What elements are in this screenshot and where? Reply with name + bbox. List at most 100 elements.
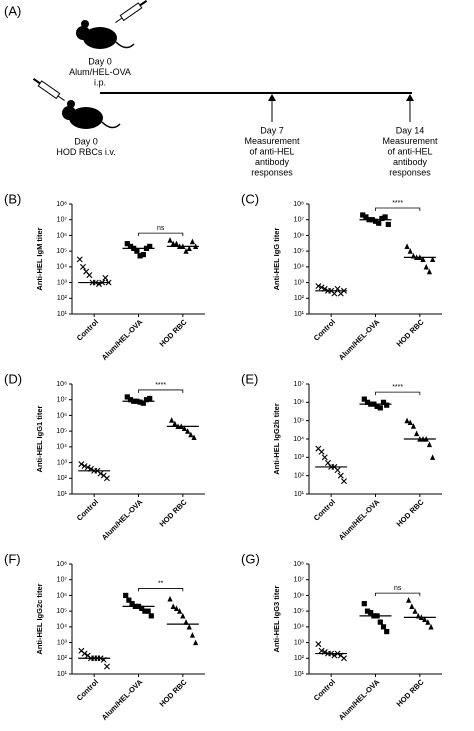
x-tick-label: Alum/HEL-OVA <box>337 677 382 722</box>
y-tick-label: 10⁸ <box>56 561 67 568</box>
x-tick-label: HOD RBC <box>158 317 190 349</box>
y-tick-label: 10³ <box>294 639 305 646</box>
significance-label: **** <box>155 382 166 389</box>
panel-label: (B) <box>4 191 21 206</box>
data-point <box>377 405 383 411</box>
caption-line: Day 7 <box>260 125 284 135</box>
significance-label: **** <box>392 384 403 391</box>
x-tick-label: HOD RBC <box>395 677 427 709</box>
y-tick-label: 10¹ <box>57 311 68 318</box>
data-point <box>376 220 382 226</box>
syringe-icon <box>115 0 148 23</box>
data-point <box>318 448 325 455</box>
caption-line: responses <box>251 167 293 177</box>
data-point <box>364 399 371 405</box>
y-tick-label: 10¹ <box>57 671 68 678</box>
data-point <box>78 461 85 468</box>
data-point <box>143 397 150 403</box>
data-point <box>177 608 183 614</box>
data-point <box>97 470 104 477</box>
significance-bracket <box>138 232 184 237</box>
data-point <box>340 478 347 485</box>
caption-line: i.p. <box>94 77 106 87</box>
y-tick-label: 10⁷ <box>57 217 68 224</box>
y-tick-label: 10³ <box>294 279 305 286</box>
data-point <box>142 608 148 614</box>
data-point <box>410 423 417 429</box>
x-tick-label: Control <box>312 317 337 342</box>
data-point <box>147 243 153 250</box>
data-point <box>428 623 434 630</box>
caption-line: Day 14 <box>396 125 425 135</box>
data-point <box>361 601 367 607</box>
y-tick-label: 10⁵ <box>293 248 304 255</box>
data-point <box>324 459 331 466</box>
data-point <box>137 399 143 405</box>
data-point <box>167 595 173 602</box>
data-point <box>189 238 196 245</box>
data-point <box>430 256 436 262</box>
data-point <box>334 467 341 474</box>
data-point <box>103 663 110 670</box>
panel-label: (F) <box>4 551 21 566</box>
data-point <box>127 397 134 403</box>
data-point <box>140 252 146 258</box>
y-axis-label: Anti-HEL IgG3 titer <box>272 585 281 652</box>
y-tick-label: 10⁶ <box>56 592 67 599</box>
data-point <box>189 632 196 638</box>
significance-bracket <box>375 391 421 396</box>
data-point <box>86 272 93 279</box>
y-tick-label: 10¹ <box>294 311 305 318</box>
data-point <box>404 243 410 250</box>
mouse-icon <box>62 100 121 129</box>
data-point <box>368 610 374 616</box>
x-tick-label: HOD RBC <box>395 317 427 349</box>
y-tick-label: 10⁶ <box>56 412 67 419</box>
y-tick-label: 10⁷ <box>294 381 305 388</box>
data-point <box>379 215 385 222</box>
data-point <box>372 218 379 224</box>
y-tick-label: 10⁴ <box>56 264 67 271</box>
data-point <box>377 619 383 625</box>
data-point <box>102 274 109 281</box>
data-point <box>361 396 367 402</box>
data-point <box>173 240 180 247</box>
data-point <box>173 605 180 611</box>
data-point <box>331 290 338 297</box>
caption-line: antibody <box>393 157 428 167</box>
data-point <box>315 283 322 290</box>
y-tick-label: 10⁷ <box>294 217 305 224</box>
y-tick-label: 10⁴ <box>293 436 304 443</box>
y-axis-label: Anti-HEL IgG1 titer <box>35 405 44 472</box>
significance-label: ns <box>394 585 402 592</box>
y-tick-label: 10⁴ <box>293 264 304 271</box>
data-point <box>340 655 347 662</box>
data-point <box>167 237 173 243</box>
data-point <box>382 214 388 220</box>
data-point <box>172 420 178 427</box>
y-tick-label: 10⁷ <box>57 397 68 404</box>
caption-line: of anti-HEL <box>249 146 294 156</box>
y-tick-label: 10³ <box>294 454 305 461</box>
data-point <box>123 592 129 599</box>
significance-bracket <box>138 588 184 592</box>
data-point <box>420 256 426 262</box>
x-tick-label: Alum/HEL-OVA <box>337 497 382 542</box>
y-tick-label: 10⁸ <box>56 381 67 388</box>
y-tick-label: 10⁶ <box>293 592 304 599</box>
x-tick-label: Control <box>312 677 337 702</box>
data-point <box>140 400 146 406</box>
data-point <box>134 248 140 254</box>
data-point <box>384 402 390 408</box>
y-tick-label: 10³ <box>57 459 68 466</box>
syringe-icon <box>32 77 65 101</box>
data-point <box>430 454 436 460</box>
significance-bracket <box>375 207 421 211</box>
data-point <box>145 608 151 614</box>
x-tick-label: HOD RBC <box>395 497 427 529</box>
data-point <box>186 623 192 630</box>
data-point <box>139 605 145 611</box>
data-point <box>404 417 410 424</box>
y-tick-label: 10⁷ <box>294 577 305 584</box>
